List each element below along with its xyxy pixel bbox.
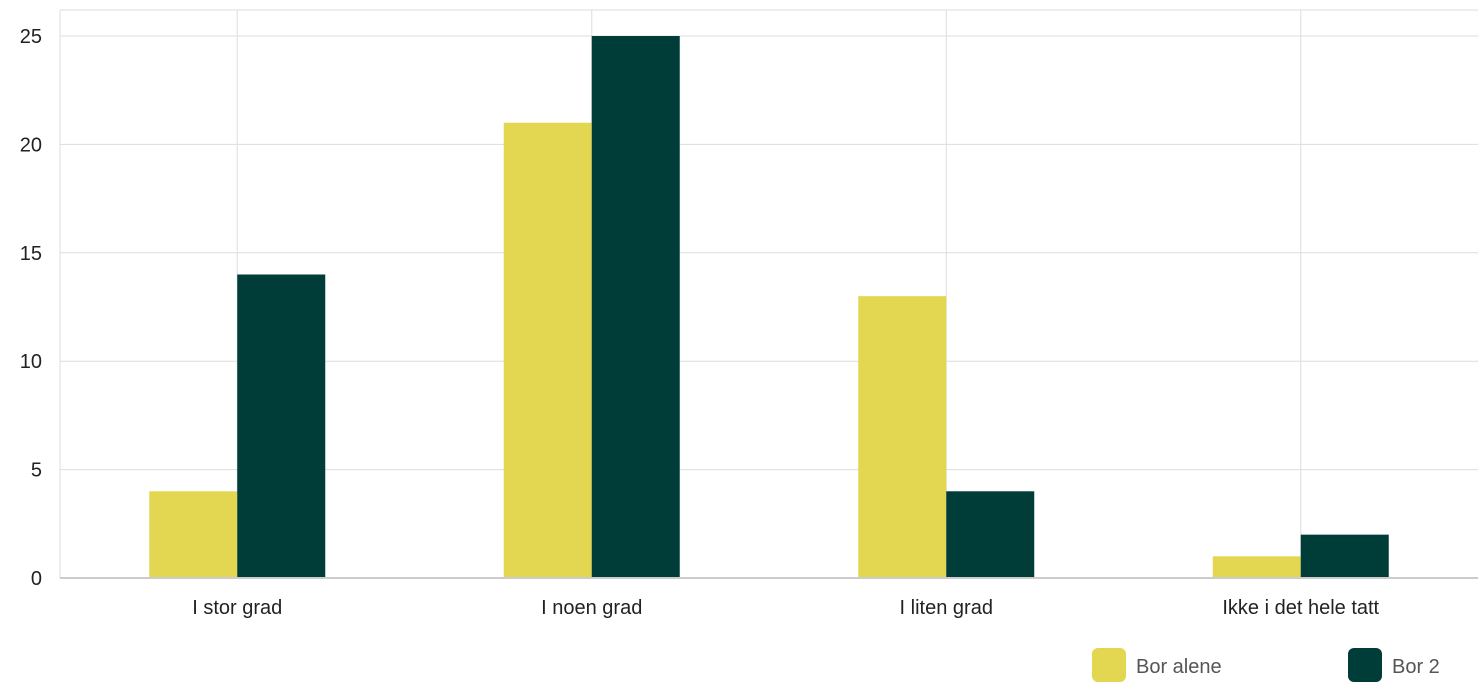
bar-bor-alene [503, 122, 592, 579]
y-tick-label: 10 [20, 351, 42, 373]
legend-label: Bor 2 [1392, 656, 1440, 678]
legend: Bor alene Bor 2 [1092, 648, 1440, 682]
bar-bor-alene [1212, 556, 1301, 578]
bar-bor-alene [858, 296, 947, 578]
x-tick-label: Ikke i det hele tatt [1222, 597, 1379, 619]
y-tick-label: 5 [31, 460, 42, 482]
legend-label: Bor alene [1136, 656, 1222, 678]
bar-bor-2 [1300, 534, 1389, 578]
legend-swatch [1092, 648, 1126, 682]
legend-swatch [1348, 648, 1382, 682]
bars [149, 36, 1389, 579]
x-tick-label: I liten grad [900, 597, 993, 619]
axes: 0 5 10 15 20 25 I stor grad I noen grad I liten … [20, 26, 1478, 619]
bar-bor-2 [237, 274, 326, 578]
x-tick-label: I noen grad [541, 597, 642, 619]
y-tick-label: 15 [20, 243, 42, 265]
y-tick-label: 25 [20, 26, 42, 48]
x-tick-label: I stor grad [192, 597, 282, 619]
bar-bor-alene [149, 491, 238, 578]
bar-bor-2 [946, 491, 1035, 578]
y-tick-label: 20 [20, 134, 42, 156]
bar-bor-2 [591, 36, 680, 579]
y-tick-label: 0 [31, 568, 42, 590]
